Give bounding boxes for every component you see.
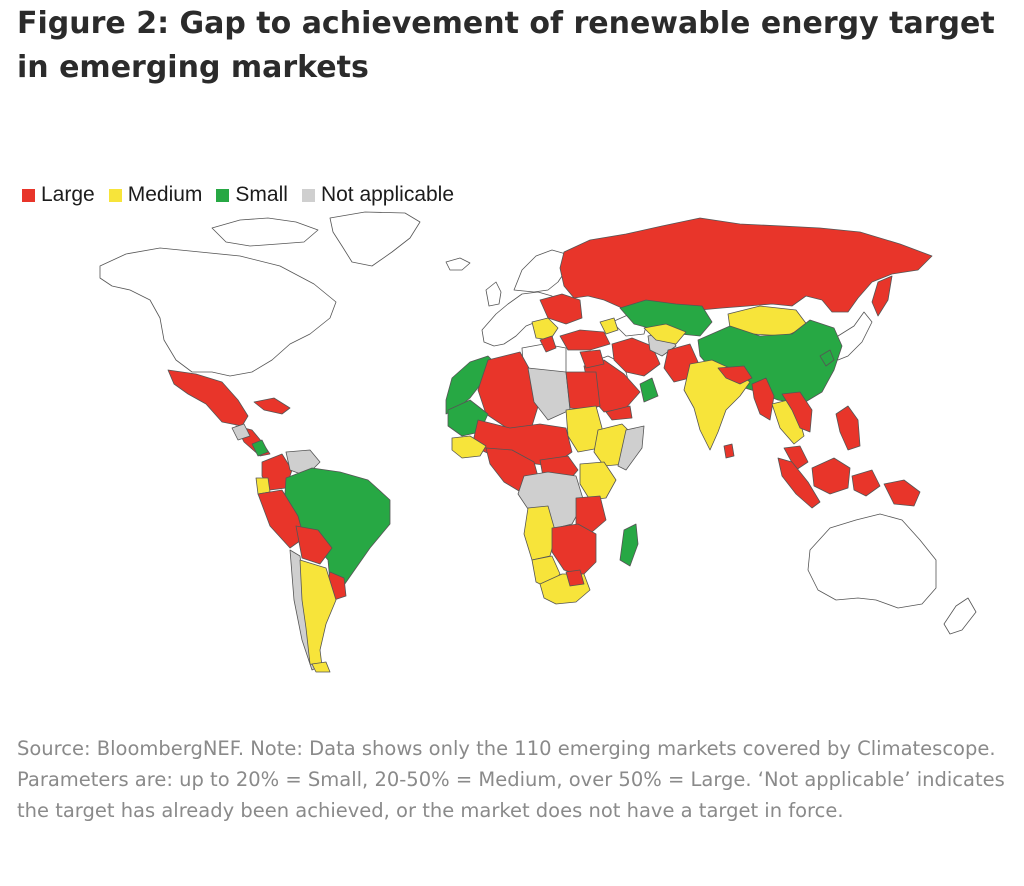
legend-label-medium: Medium <box>127 183 203 206</box>
legend-item-not-applicable: Not applicable <box>301 183 455 207</box>
legend-swatch-large <box>22 188 35 202</box>
kamchatka <box>871 275 893 317</box>
nepal-bangladesh <box>717 365 753 385</box>
kazakhstan <box>619 299 713 337</box>
legend-item-medium: Medium <box>108 183 203 207</box>
tanzania <box>575 495 607 533</box>
zambia-malawi-mozambique <box>551 523 597 577</box>
morocco-west-sahara <box>445 355 497 415</box>
indonesia-sumatra <box>777 457 821 509</box>
west-africa-coast <box>451 435 487 459</box>
legend-swatch-not-applicable <box>301 188 315 202</box>
caribbean-cuba <box>253 397 291 415</box>
ecuador <box>255 477 271 495</box>
guatemala-honduras <box>231 423 251 441</box>
turkey <box>559 329 611 351</box>
philippines <box>835 405 861 451</box>
canada-arctic-islands <box>211 217 319 247</box>
legend-label-large: Large <box>41 183 95 206</box>
legend-item-large: Large <box>22 183 95 207</box>
jordan-iraq <box>579 349 605 369</box>
legend-swatch-small <box>216 188 230 202</box>
balkans <box>531 317 559 341</box>
iceland <box>445 257 471 271</box>
greece-balkans-south <box>539 335 557 353</box>
indonesia-borneo-java <box>811 457 851 495</box>
iran <box>611 337 661 377</box>
uzbekistan <box>643 323 687 345</box>
egypt <box>565 371 601 411</box>
yemen <box>605 405 633 421</box>
panama-costa-rica <box>251 439 269 457</box>
alaska-canada-usa <box>99 247 337 377</box>
greenland <box>329 211 421 267</box>
somalia <box>617 425 645 471</box>
mexico <box>167 369 249 427</box>
myanmar <box>751 377 775 421</box>
legend-label-small: Small <box>235 183 288 206</box>
map-legend: Large Medium Small Not applicable <box>22 182 468 208</box>
figure-title: Figure 2: Gap to achievement of renewabl… <box>17 6 995 85</box>
source-note: Source: BloombergNEF. Note: Data shows o… <box>17 737 1005 822</box>
zimbabwe <box>565 569 585 587</box>
madagascar <box>619 523 639 567</box>
new-zealand <box>943 597 977 635</box>
world-map <box>99 211 977 673</box>
australia <box>807 513 937 609</box>
taiwan-korea <box>819 349 835 367</box>
tierra-del-fuego <box>311 661 331 673</box>
indonesia-islands-east <box>851 469 881 497</box>
legend-label-not-applicable: Not applicable <box>320 183 455 206</box>
kenya-uganda <box>579 461 617 501</box>
caucasus <box>599 317 619 335</box>
great-britain <box>485 281 502 307</box>
sri-lanka <box>723 443 735 459</box>
scandinavia <box>513 249 567 293</box>
papua-new-guinea <box>883 479 921 507</box>
vietnam-laos <box>781 391 813 433</box>
bolivia <box>295 525 333 565</box>
russia <box>559 217 933 313</box>
argentina <box>299 559 337 667</box>
oman <box>639 377 659 403</box>
legend-swatch-medium <box>108 188 122 202</box>
legend-item-small: Small <box>216 183 288 207</box>
libya <box>527 367 571 421</box>
